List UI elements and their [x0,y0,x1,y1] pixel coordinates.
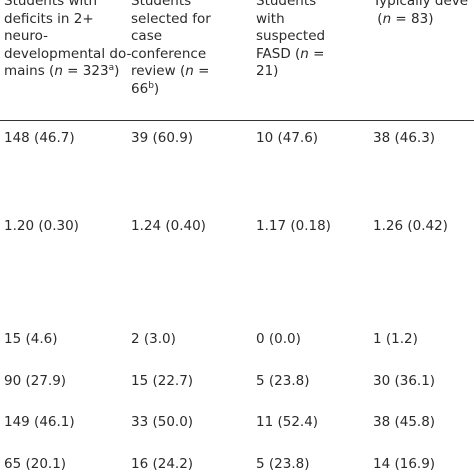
table-cell: 38 (46.3) [373,130,436,146]
table-cell: 1.20 (0.30) [4,218,79,234]
table-cell: 10 (47.6) [256,130,319,146]
table-cell: 5 (23.8) [256,456,310,472]
table-cell: 33 (50.0) [131,414,194,430]
header-students-deficits: Students with deficits in 2+ neuro- deve… [4,0,132,79]
table-cell: 149 (46.1) [4,414,75,430]
table-cell: 15 (22.7) [131,373,194,389]
table-cell: 0 (0.0) [256,331,301,347]
table-cell: 148 (46.7) [4,130,75,146]
table-cell: 1.26 (0.42) [373,218,448,234]
table-cell: 65 (20.1) [4,456,67,472]
header-rule [0,120,474,121]
table-cell: 14 (16.9) [373,456,436,472]
table-cell: 11 (52.4) [256,414,319,430]
table-cell: 5 (23.8) [256,373,310,389]
table-cell: 1.17 (0.18) [256,218,331,234]
table-cell: 1.24 (0.40) [131,218,206,234]
table-cell: 38 (45.8) [373,414,436,430]
table-cell: 2 (3.0) [131,331,176,347]
header-typically-developing: Typically deve (n = 83) [373,0,469,27]
table-cell: 39 (60.9) [131,130,194,146]
header-students-case-conference: Students selected for case conference re… [131,0,211,97]
table-cell: 15 (4.6) [4,331,58,347]
table-cell: 30 (36.1) [373,373,436,389]
table-cell: 16 (24.2) [131,456,194,472]
header-students-suspected-fasd: Students with suspected FASD (n = 21) [256,0,326,79]
table-cell: 1 (1.2) [373,331,418,347]
table-cell: 90 (27.9) [4,373,67,389]
